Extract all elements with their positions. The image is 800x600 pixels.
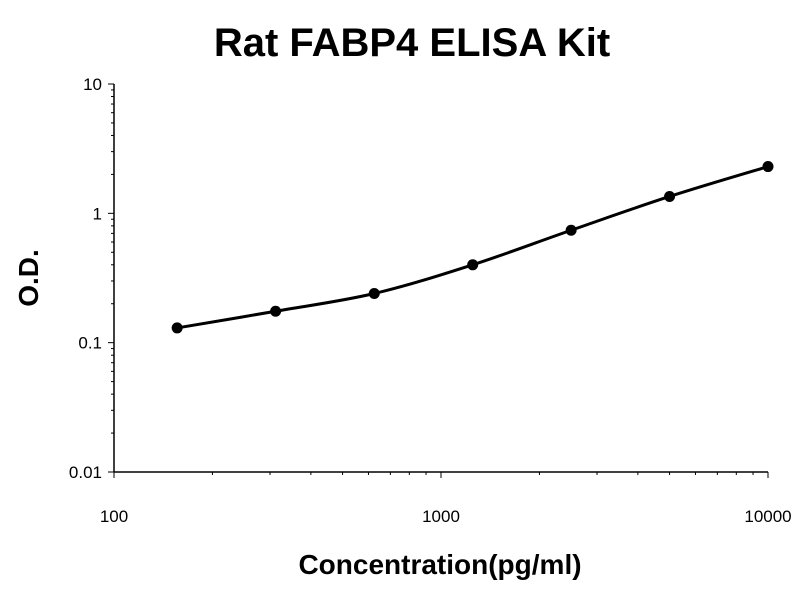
plot-area: 10 1 0.1 0.01 100 1000 10000 [69,75,792,526]
ticks [108,83,769,478]
x-tick-label: 1000 [422,507,460,526]
data-point [368,287,380,299]
data-point [467,259,479,271]
x-tick-label: 100 [100,507,128,526]
data-point [664,190,676,202]
y-tick-label: 0.01 [69,463,102,482]
y-tick-label: 0.1 [78,334,102,353]
x-tick-label: 10000 [744,507,791,526]
data-point [762,161,774,173]
chart-title: Rat FABP4 ELISA Kit [214,21,610,65]
y-tick-label: 1 [93,204,102,223]
y-tick-label: 10 [83,75,102,94]
data-points [171,161,774,334]
x-axis-label: Concentration(pg/ml) [298,549,581,580]
y-axis-label: O.D. [13,249,44,307]
data-point [270,305,282,317]
series-line [176,165,769,330]
tick-labels: 10 1 0.1 0.01 100 1000 10000 [69,75,792,526]
data-point [565,224,577,236]
data-point [171,322,183,334]
